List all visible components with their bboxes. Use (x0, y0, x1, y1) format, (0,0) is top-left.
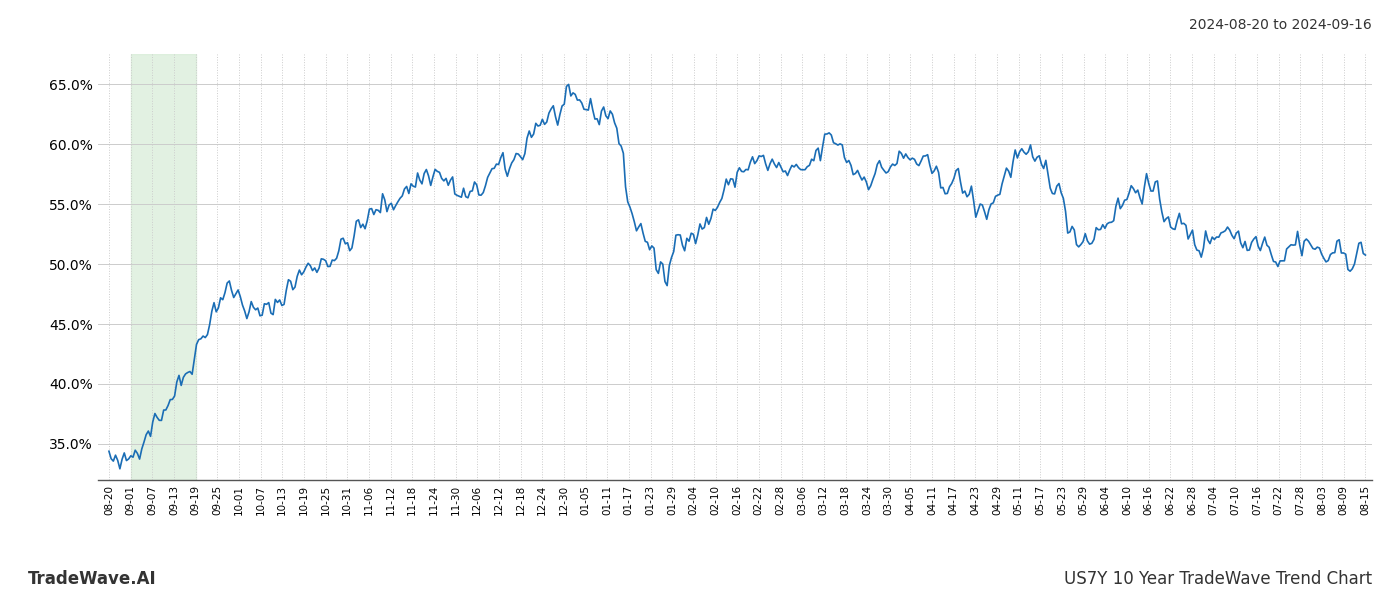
Text: TradeWave.AI: TradeWave.AI (28, 570, 157, 588)
Text: US7Y 10 Year TradeWave Trend Chart: US7Y 10 Year TradeWave Trend Chart (1064, 570, 1372, 588)
Bar (130, 54, 196, 480)
Text: 2024-08-20 to 2024-09-16: 2024-08-20 to 2024-09-16 (1189, 18, 1372, 32)
